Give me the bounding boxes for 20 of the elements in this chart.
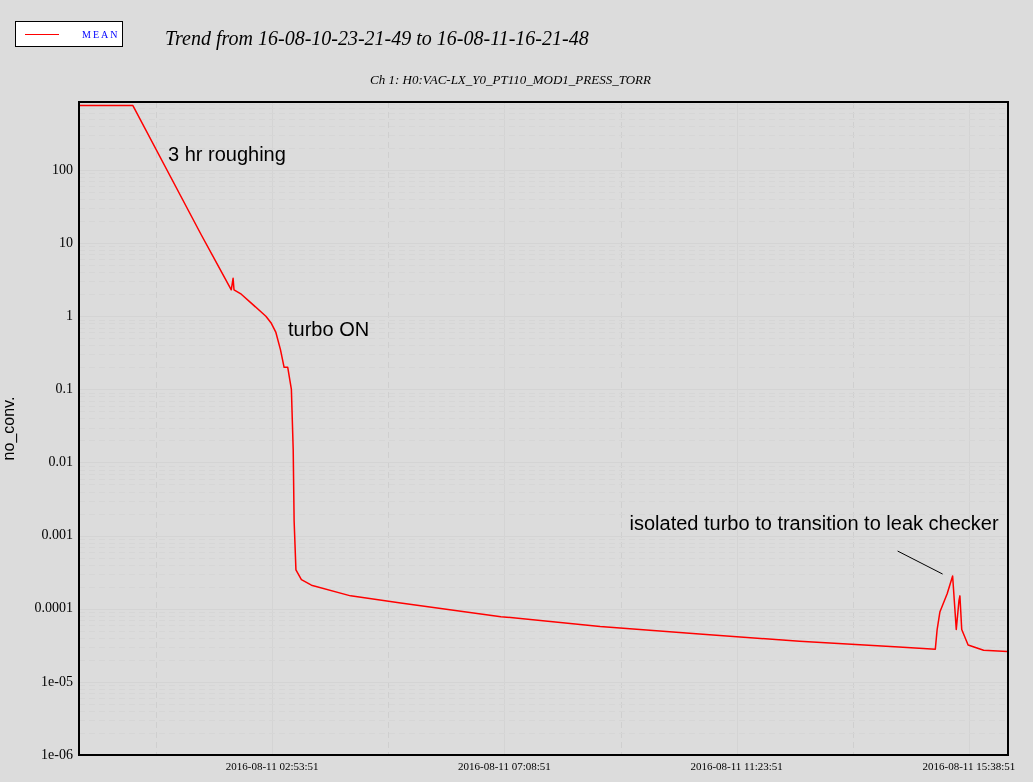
y-tick-label: 10 [59, 234, 73, 250]
y-tick-label: 1e-06 [41, 746, 73, 762]
y-tick-label: 100 [52, 161, 73, 177]
x-tick-label: 2016-08-11 15:38:51 [922, 760, 1016, 773]
chart-subtitle: Ch 1: H0:VAC-LX_Y0_PT110_MOD1_PRESS_TORR [370, 72, 651, 88]
x-tick-label: 2016-08-11 02:53:51 [225, 760, 319, 773]
y-tick-label: 0.0001 [34, 600, 73, 616]
annotation: turbo ON [288, 317, 370, 340]
y-tick-label: 1e-05 [41, 673, 73, 689]
y-tick-label: 0.01 [48, 454, 73, 470]
y-tick-label: 0.001 [41, 527, 73, 543]
x-tick-label: 2016-08-11 07:08:51 [457, 760, 551, 773]
chart-title: Trend from 16-08-10-23-21-49 to 16-08-11-16-21-48 [165, 27, 589, 50]
y-tick-label: 1 [66, 307, 73, 323]
y-tick-label: 0.1 [55, 381, 73, 397]
annotation: isolated turbo to transition to leak checker [629, 511, 999, 534]
x-tick-label: 2016-08-11 11:23:51 [690, 760, 783, 773]
legend-label: MEAN [82, 28, 120, 40]
y-axis-title: no_conv. [0, 396, 19, 461]
annotation: 3 hr roughing [168, 142, 286, 165]
